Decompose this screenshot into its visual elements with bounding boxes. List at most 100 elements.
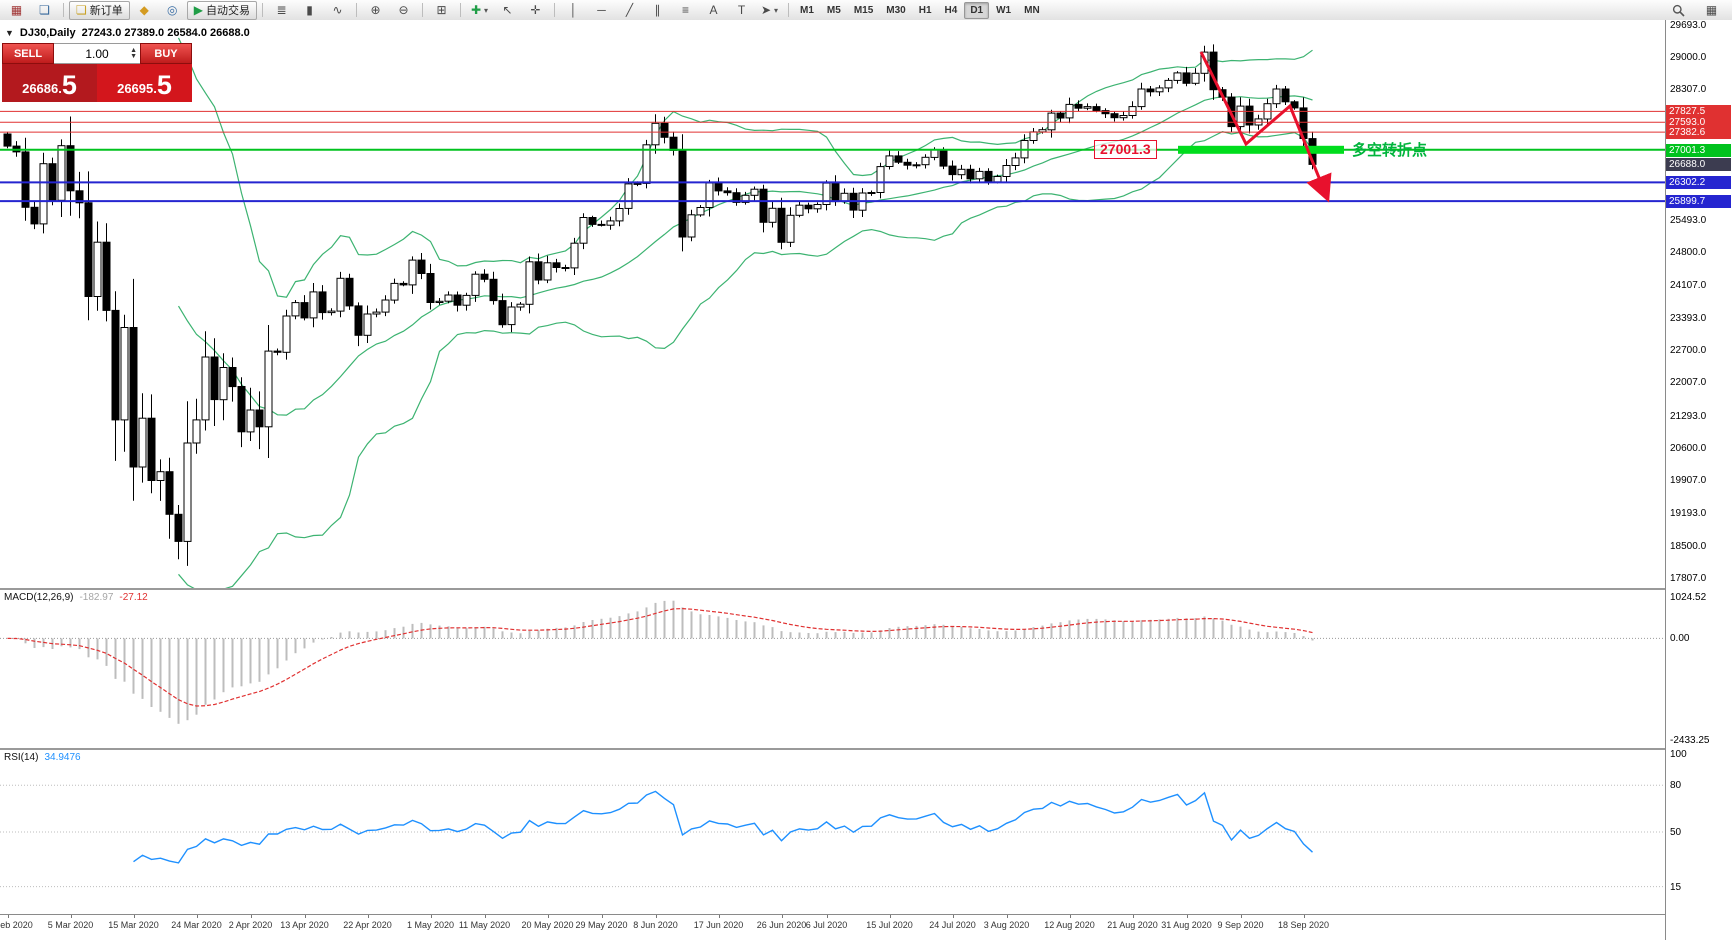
horizontal-line-icon: ─ (597, 3, 606, 17)
date-label: 24 Mar 2020 (171, 920, 222, 930)
timeframe-d1[interactable]: D1 (964, 1, 990, 19)
date-label: 15 Jul 2020 (866, 920, 913, 930)
new-chart-icon: ▦ (10, 3, 23, 17)
pane-separator[interactable] (0, 588, 1666, 590)
strategy-tester-icon[interactable]: ◎ (159, 1, 186, 20)
lot-spinner[interactable]: ▲ ▼ (130, 45, 137, 62)
lot-decrease-icon[interactable]: ▼ (130, 52, 137, 60)
price-tag: 26302.2 (1666, 176, 1731, 190)
price-axis[interactable]: 29693.0 29000.0 28307.0 25493.0 24800.0 24107… (1665, 20, 1732, 940)
price-axis-label: 22007.0 (1670, 377, 1707, 389)
crosshair-icon: ✛ (530, 3, 541, 17)
indicators-icon[interactable]: ✚ ▾ (466, 1, 493, 20)
timeframe-m5[interactable]: M5 (826, 4, 841, 16)
equidistant-channel-icon: ∥ (654, 3, 661, 17)
price-axis-label: 29693.0 (1670, 19, 1707, 31)
metaeditor-icon: ◆ (139, 3, 149, 17)
timeframe-m15[interactable]: M15 (853, 4, 874, 16)
price-pane[interactable]: ▼ DJ30,Daily 27243.0 27389.0 26584.0 266… (0, 20, 1666, 588)
date-label: 1 May 2020 (406, 920, 455, 930)
toolbar: ▦ ❏ ❏ 新订单 ◆ ◎ ▶ 自动交易 ≣ ▮ ∿ ⊕ ⊖ ⊞ ✚ ▾ ↖ ✛ │ ─ ╱ ∥ ≡ A T ➤ ▾ M1 M5 M15 M… (0, 0, 1732, 21)
new-window-icon[interactable]: ▦ (1705, 3, 1718, 17)
timeframe-m1[interactable]: M1 (800, 4, 814, 16)
zoom-out-icon[interactable]: ⊖ (390, 1, 417, 20)
fibonacci-retracement-icon: ≡ (681, 3, 689, 17)
lot-increase-icon[interactable]: ▲ (130, 46, 137, 54)
date-tick (889, 915, 891, 918)
tile-windows-icon[interactable]: ⊞ (428, 1, 455, 20)
trendline-icon[interactable]: ╱ (616, 1, 643, 20)
buy-price-main: 26695. (117, 81, 157, 96)
timeframe-h4[interactable]: H4 (944, 4, 958, 16)
date-label: 17 Jun 2020 (693, 920, 744, 930)
pane-separator[interactable] (0, 748, 1666, 750)
symbol-period-label: DJ30,Daily (19, 27, 76, 39)
toolbar-separator (63, 3, 64, 17)
timeframe-h1[interactable]: H1 (918, 4, 932, 16)
new-order-button[interactable]: ❏ 新订单 (69, 0, 130, 20)
date-tick (826, 915, 828, 918)
one-click-toggle-icon[interactable]: ▼ (5, 28, 14, 38)
timeframe-mn[interactable]: MN (1024, 4, 1040, 16)
price-axis-label: 18500.0 (1670, 540, 1707, 552)
trendline-icon: ╱ (625, 3, 634, 17)
line-chart-mode-icon[interactable]: ∿ (324, 1, 351, 20)
date-tick (1006, 915, 1008, 918)
cursor-icon: ↖ (502, 3, 513, 17)
price-chart[interactable] (0, 20, 1666, 588)
lot-size-value: 1.00 (85, 46, 109, 61)
date-tick (1186, 915, 1188, 918)
candlestick-mode-icon[interactable]: ▮ (296, 1, 323, 20)
date-tick (601, 915, 603, 918)
horizontal-line-icon[interactable]: ─ (588, 1, 615, 20)
cursor-icon[interactable]: ↖ (494, 1, 521, 20)
bar-chart-mode-icon[interactable]: ≣ (268, 1, 295, 20)
turning-point-label[interactable]: 多空转折点 (1352, 141, 1428, 159)
rsi-label: RSI(14) 34.9476 (4, 752, 81, 763)
buy-button[interactable]: BUY (140, 43, 192, 64)
date-label: 24 Jul 2020 (929, 920, 976, 930)
price-tag: 25899.7 (1666, 195, 1731, 209)
timeframe-w1[interactable]: W1 (996, 4, 1012, 16)
zoom-out-icon: ⊖ (398, 3, 409, 17)
text-label-icon[interactable]: T (728, 1, 755, 20)
new-chart-icon[interactable]: ▦ (3, 1, 30, 20)
toolbar-right-group: ▦ (1665, 1, 1729, 20)
toolbar-separator (422, 3, 423, 17)
vertical-line-icon[interactable]: │ (560, 1, 587, 20)
rsi-pane[interactable]: RSI(14) 34.9476 (0, 750, 1666, 914)
sell-button[interactable]: SELL (2, 43, 54, 64)
date-label: 21 Aug 2020 (1107, 920, 1158, 930)
macd-chart (0, 600, 1666, 724)
timeframe-m30[interactable]: M30 (886, 4, 906, 16)
price-callout[interactable]: 27001.3 (1094, 139, 1157, 159)
text-icon[interactable]: A (700, 1, 727, 20)
price-axis-label: 28307.0 (1670, 84, 1707, 96)
price-axis-label: 24107.0 (1670, 279, 1707, 291)
crosshair-icon[interactable]: ✛ (522, 1, 549, 20)
equidistant-channel-icon[interactable]: ∥ (644, 1, 671, 20)
time-axis[interactable]: 25 Feb 2020 5 Mar 2020 15 Mar 2020 24 Mar 2… (0, 914, 1666, 940)
toolbar-separator (788, 3, 789, 17)
date-tick (1303, 915, 1305, 918)
autotrading-button[interactable]: ▶ 自动交易 (186, 0, 257, 20)
date-tick (781, 915, 783, 918)
buy-price-display[interactable]: 26695. 5 (97, 64, 192, 102)
bar-chart-mode-icon: ≣ (276, 3, 287, 17)
search-icon[interactable] (1665, 1, 1692, 20)
zoom-in-icon[interactable]: ⊕ (362, 1, 389, 20)
fibonacci-retracement-icon[interactable]: ≡ (672, 1, 699, 20)
macd-label: MACD(12,26,9) -182.97 -27.12 (4, 592, 148, 603)
metaeditor-icon[interactable]: ◆ (131, 1, 158, 20)
date-tick (484, 915, 486, 918)
ohlc-values: 27243.0 27389.0 26584.0 26688.0 (81, 27, 250, 39)
profiles-icon[interactable]: ❏ (31, 1, 58, 20)
arrows-icon[interactable]: ➤ ▾ (756, 1, 783, 20)
macd-pane[interactable]: MACD(12,26,9) -182.97 -27.12 (0, 590, 1666, 748)
date-label: 2 Apr 2020 (228, 920, 273, 930)
date-label: 12 Aug 2020 (1044, 920, 1095, 930)
sell-price-display[interactable]: 26686. 5 (2, 64, 97, 102)
lot-size-field[interactable]: 1.00 ▲ ▼ (54, 43, 140, 64)
date-label: 20 May 2020 (521, 920, 574, 930)
